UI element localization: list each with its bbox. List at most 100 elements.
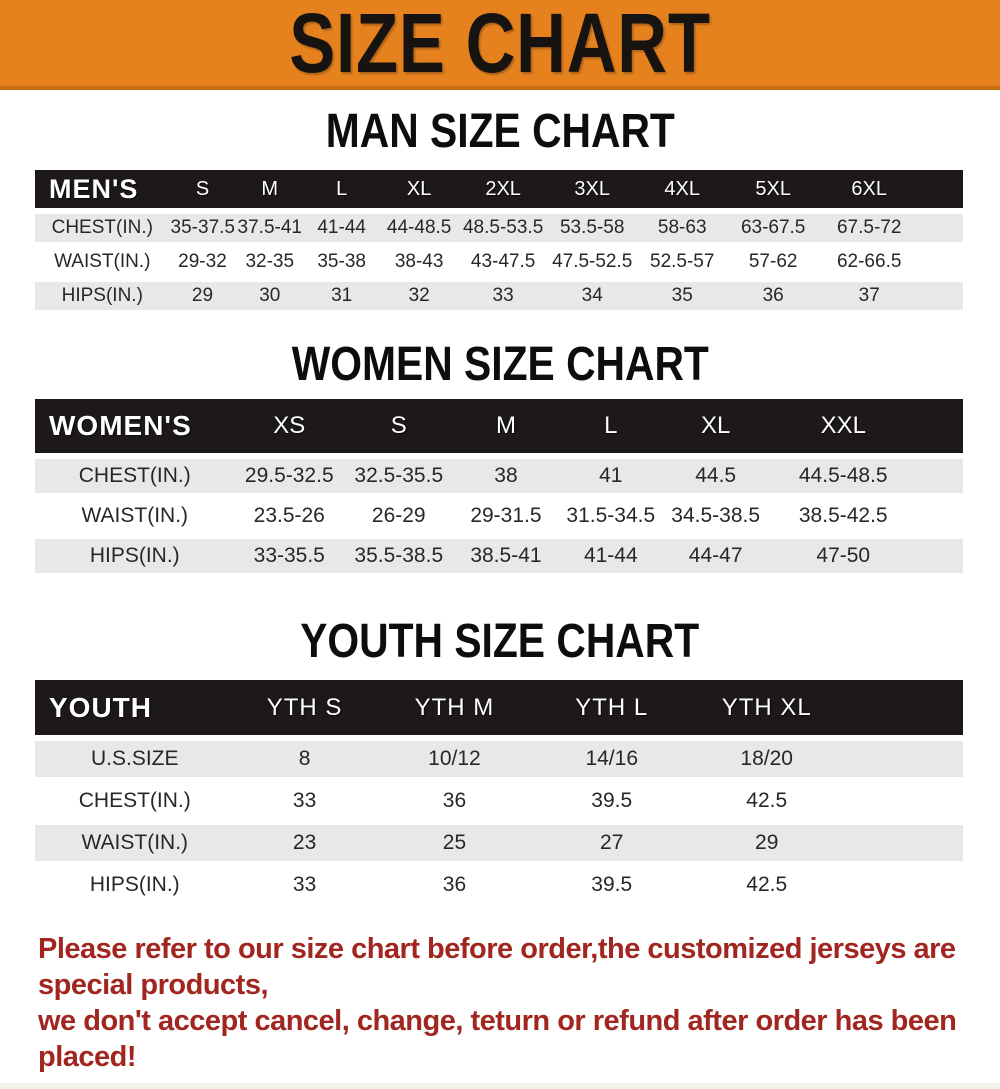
size-column-header: L [558, 399, 664, 453]
men-section-heading-text: MAN SIZE CHART [325, 105, 675, 158]
measurement-value: 35-37.5 [169, 214, 236, 242]
measurement-value: 36 [374, 867, 535, 903]
spacer-cell [918, 399, 963, 453]
measurement-value: 43-47.5 [459, 248, 548, 276]
spacer-cell [844, 867, 963, 903]
women-section-heading-text: WOMEN SIZE CHART [291, 338, 709, 391]
measurement-value: 29 [689, 825, 845, 861]
measurement-value: 29 [169, 282, 236, 310]
measurement-value: 34 [547, 282, 638, 310]
size-column-header: 5XL [727, 170, 820, 208]
measurement-row: WAIST(IN.) 29-32 32-35 35-38 38-43 43-47.5 47.… [35, 248, 963, 276]
measurement-value: 44-47 [663, 539, 769, 573]
women-size-section: WOMEN SIZE CHART WOMEN'S XS S M L XL XXL CHEST(… [0, 338, 1000, 579]
size-column-header: L [304, 170, 380, 208]
youth-section-heading: YOUTH SIZE CHART [0, 615, 1000, 668]
measurement-value: 26-29 [344, 499, 454, 533]
table-group-label: YOUTH [35, 680, 235, 735]
size-header-row: MEN'S S M L XL 2XL 3XL 4XL 5XL 6XL [35, 170, 963, 208]
measurement-row: CHEST(IN.) 33 36 39.5 42.5 [35, 783, 963, 819]
measurement-row: CHEST(IN.) 35-37.5 37.5-41 41-44 44-48.5 48.5… [35, 214, 963, 242]
spacer-cell [919, 214, 963, 242]
men-section-heading: MAN SIZE CHART [0, 105, 1000, 158]
spacer-cell [844, 783, 963, 819]
measurement-label: WAIST(IN.) [35, 499, 235, 533]
banner-title: SIZE CHART [289, 0, 711, 90]
size-column-header: 4XL [637, 170, 728, 208]
spacer-cell [918, 459, 963, 493]
measurement-value: 34.5-38.5 [663, 499, 769, 533]
measurement-value: 47-50 [768, 539, 919, 573]
measurement-value: 41-44 [304, 214, 380, 242]
measurement-row: WAIST(IN.) 23.5-26 26-29 29-31.5 31.5-34.5 34… [35, 499, 963, 533]
size-column-header: XXL [768, 399, 919, 453]
measurement-label: CHEST(IN.) [35, 214, 170, 242]
spacer-cell [918, 499, 963, 533]
bottom-edge-strip [0, 1083, 1000, 1089]
size-column-header: S [344, 399, 454, 453]
measurement-value: 8 [234, 741, 375, 777]
size-column-header: 2XL [459, 170, 548, 208]
measurement-value: 37.5-41 [235, 214, 305, 242]
measurement-value: 67.5-72 [819, 214, 920, 242]
measurement-value: 44.5 [663, 459, 769, 493]
disclaimer-line-2: we don't accept cancel, change, teturn o… [38, 1005, 957, 1073]
measurement-value: 10/12 [374, 741, 535, 777]
measurement-value: 42.5 [689, 783, 845, 819]
womens-size-table: WOMEN'S XS S M L XL XXL CHEST(IN.) 29.5-32.5 32.5… [35, 393, 963, 579]
disclaimer-line-1: Please refer to our size chart before or… [38, 933, 956, 1001]
spacer-cell [919, 170, 963, 208]
measurement-value: 36 [727, 282, 820, 310]
size-column-header: XL [663, 399, 769, 453]
measurement-value: 47.5-52.5 [547, 248, 638, 276]
measurement-value: 38.5-42.5 [768, 499, 919, 533]
measurement-value: 33 [234, 783, 375, 819]
measurement-value: 38.5-41 [453, 539, 559, 573]
measurement-row: WAIST(IN.) 23 25 27 29 [35, 825, 963, 861]
measurement-value: 44-48.5 [379, 214, 460, 242]
spacer-cell [918, 539, 963, 573]
measurement-label: CHEST(IN.) [35, 459, 235, 493]
size-header-row: YOUTH YTH S YTH M YTH L YTH XL [35, 680, 963, 735]
measurement-value: 41-44 [558, 539, 664, 573]
youth-section-heading-text: YOUTH SIZE CHART [300, 615, 700, 668]
measurement-value: 33-35.5 [234, 539, 345, 573]
measurement-value: 44.5-48.5 [768, 459, 919, 493]
measurement-value: 39.5 [534, 783, 690, 819]
measurement-value: 38 [453, 459, 559, 493]
measurement-value: 35 [637, 282, 728, 310]
measurement-value: 23.5-26 [234, 499, 345, 533]
measurement-value: 31.5-34.5 [558, 499, 664, 533]
measurement-value: 37 [819, 282, 920, 310]
women-section-heading: WOMEN SIZE CHART [0, 338, 1000, 391]
measurement-row: CHEST(IN.) 29.5-32.5 32.5-35.5 38 41 44.5 44.5… [35, 459, 963, 493]
measurement-value: 62-66.5 [819, 248, 920, 276]
spacer-cell [844, 741, 963, 777]
measurement-value: 33 [459, 282, 548, 310]
measurement-value: 30 [235, 282, 305, 310]
size-column-header: XS [234, 399, 345, 453]
measurement-label: WAIST(IN.) [35, 248, 170, 276]
size-column-header: YTH S [234, 680, 375, 735]
measurement-row: HIPS(IN.) 29 30 31 32 33 34 35 36 37 [35, 282, 963, 310]
mens-size-table: MEN'S S M L XL 2XL 3XL 4XL 5XL 6XL CHEST(IN.) 35-37… [35, 164, 963, 316]
size-column-header: M [453, 399, 559, 453]
measurement-label: WAIST(IN.) [35, 825, 235, 861]
men-size-section: MAN SIZE CHART MEN'S S M L XL 2XL 3XL 4XL 5XL 6XL… [0, 105, 1000, 316]
measurement-label: HIPS(IN.) [35, 867, 235, 903]
measurement-value: 32 [379, 282, 460, 310]
measurement-value: 52.5-57 [637, 248, 728, 276]
measurement-label: CHEST(IN.) [35, 783, 235, 819]
measurement-value: 39.5 [534, 867, 690, 903]
measurement-value: 23 [234, 825, 375, 861]
table-group-label: MEN'S [35, 170, 170, 208]
size-header-row: WOMEN'S XS S M L XL XXL [35, 399, 963, 453]
measurement-value: 53.5-58 [547, 214, 638, 242]
size-column-header: 6XL [819, 170, 920, 208]
measurement-value: 27 [534, 825, 690, 861]
size-column-header: 3XL [547, 170, 638, 208]
measurement-value: 35-38 [304, 248, 380, 276]
measurement-label: HIPS(IN.) [35, 539, 235, 573]
measurement-value: 29-31.5 [453, 499, 559, 533]
youth-size-table: YOUTH YTH S YTH M YTH L YTH XL U.S.SIZE 8 10/12… [35, 674, 963, 909]
